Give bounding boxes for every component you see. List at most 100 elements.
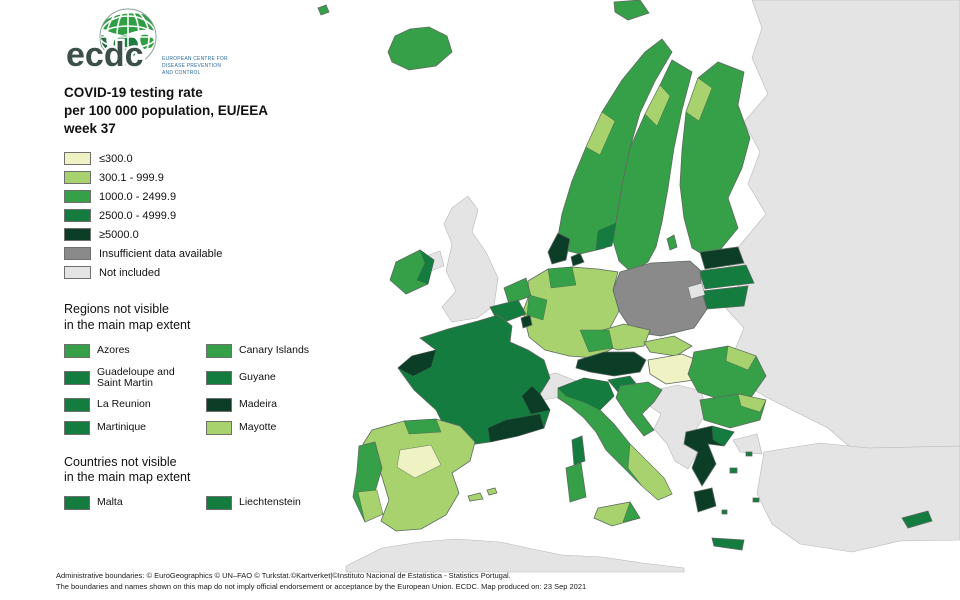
legend-swatch (206, 343, 232, 358)
region-iceland (387, 26, 453, 71)
country-legend-item-liechtenstein: Liechtenstein (206, 495, 348, 510)
legend-label: Azores (97, 344, 130, 357)
map-title-line-3: week 37 (64, 120, 116, 136)
legend-label: Liechtenstein (239, 496, 301, 509)
legend-panel: ecdc EUROPEAN CENTRE FOR DISEASE PREVENT… (64, 4, 354, 510)
map-attribution: Administrative boundaries: © EuroGeograp… (56, 571, 816, 593)
region-denmark (547, 232, 571, 265)
legend-item: Insufficient data available (64, 244, 354, 263)
region-cyprus (901, 510, 933, 529)
region-germany-south (579, 329, 614, 353)
ecdc-org-line-2: DISEASE PREVENTION (162, 63, 221, 69)
legend-swatch (206, 495, 232, 510)
legend-label: 2500.0 - 4999.9 (99, 209, 177, 222)
region-spain-north (403, 418, 442, 435)
region-legend-item-canary-islands: Canary Islands (206, 343, 348, 358)
region-norway-north (585, 111, 616, 156)
legend-swatch (64, 171, 91, 185)
region-spain-central (396, 444, 442, 479)
ecdc-logo-graphic: ecdc EUROPEAN CENTRE FOR DISEASE PREVENT… (64, 8, 228, 77)
region-france-south (487, 413, 545, 443)
region-finland-mid (685, 77, 713, 122)
attribution-line-1: Administrative boundaries: © EuroGeograp… (56, 571, 511, 581)
legend-swatch (64, 152, 91, 166)
countries-heading-line-2: in the main map extent (64, 470, 191, 485)
region-greece-northeast (711, 425, 735, 447)
region-luxembourg (520, 314, 533, 329)
legend-item: 1000.0 - 2499.9 (64, 187, 354, 206)
legend-item: ≤300.0 (64, 149, 354, 168)
region-legend-item-mayotte: Mayotte (206, 420, 348, 435)
region-jan-mayen (317, 4, 330, 16)
region-turkey (756, 442, 960, 553)
region-ireland-east (416, 249, 435, 285)
ecdc-org-line-3: AND CONTROL (162, 70, 201, 76)
region-estonia (699, 246, 745, 270)
region-sicily-east (622, 501, 641, 523)
region-north-africa (345, 538, 685, 573)
legend-classes: ≤300.0 300.1 - 999.9 1000.0 - 2499.9 250… (64, 149, 354, 282)
region-sweden (612, 59, 693, 273)
ecdc-org-line-1: EUROPEAN CENTRE FOR (162, 56, 228, 62)
region-france (397, 314, 551, 447)
legend-swatch (64, 420, 90, 435)
legend-item: ≥5000.0 (64, 225, 354, 244)
legend-swatch (64, 266, 91, 280)
legend-item: Not included (64, 263, 354, 282)
legend-swatch (64, 228, 91, 242)
region-turkey-west (732, 433, 763, 455)
ecdc-logo: ecdc EUROPEAN CENTRE FOR DISEASE PREVENT… (64, 4, 354, 80)
region-romania-east (725, 345, 757, 371)
legend-label: Malta (97, 496, 123, 509)
legend-label: ≤300.0 (99, 152, 133, 165)
region-germany-north (547, 266, 577, 289)
region-legend-item-martinique: Martinique (64, 420, 206, 435)
region-latvia (698, 264, 755, 290)
legend-swatch (206, 397, 232, 412)
legend-swatch (64, 209, 91, 223)
regions-not-visible-list: Azores Canary Islands Guadeloupe and Sai… (64, 343, 354, 435)
regions-heading-line-1: Regions not visible (64, 302, 169, 317)
map-title: COVID-19 testing rate per 100 000 popula… (64, 84, 354, 137)
regions-heading-line-2: in the main map extent (64, 318, 191, 333)
region-france-east (521, 385, 551, 415)
countries-heading-line-1: Countries not visible (64, 454, 177, 469)
legend-label: 300.1 - 999.9 (99, 171, 164, 184)
legend-label: Madeira (239, 398, 277, 411)
regions-not-visible-heading: Regions not visible in the main map exte… (64, 302, 354, 333)
attribution-line-2: The boundaries and names shown on this m… (56, 582, 587, 592)
region-legend-item-guyane: Guyane (206, 367, 348, 389)
legend-swatch (64, 190, 91, 204)
region-croatia (615, 381, 663, 437)
region-slovakia (643, 335, 693, 357)
legend-label: Martinique (97, 421, 147, 434)
legend-item: 300.1 - 999.9 (64, 168, 354, 187)
region-norway-south (595, 222, 617, 251)
region-kaliningrad (687, 282, 706, 300)
legend-item: 2500.0 - 4999.9 (64, 206, 354, 225)
ecdc-wordmark: ecdc (66, 36, 144, 74)
region-united-kingdom (441, 195, 499, 323)
region-germany-west (526, 294, 548, 321)
region-gotland (666, 234, 678, 251)
legend-label: Guyane (239, 371, 276, 384)
legend-swatch (64, 247, 91, 261)
region-bulgaria-east (737, 393, 767, 413)
legend-label: Canary Islands (239, 344, 310, 357)
legend-label: 1000.0 - 2499.9 (99, 190, 177, 203)
region-crete (711, 537, 745, 551)
map-title-line-1: COVID-19 testing rate (64, 85, 203, 100)
region-france-brittany (397, 349, 437, 377)
countries-not-visible-heading: Countries not visible in the main map ex… (64, 455, 354, 486)
region-portugal-south (357, 489, 384, 523)
countries-not-visible-list: Malta Liechtenstein (64, 495, 354, 510)
region-peloponnese (693, 487, 717, 513)
region-legend-item-madeira: Madeira (206, 397, 348, 412)
region-italy-south (627, 443, 673, 501)
legend-label: ≥5000.0 (99, 228, 139, 241)
region-greek-islands (721, 451, 760, 515)
region-denmark-islands (570, 252, 585, 267)
legend-swatch (64, 343, 90, 358)
region-balearic-islands (467, 487, 498, 502)
